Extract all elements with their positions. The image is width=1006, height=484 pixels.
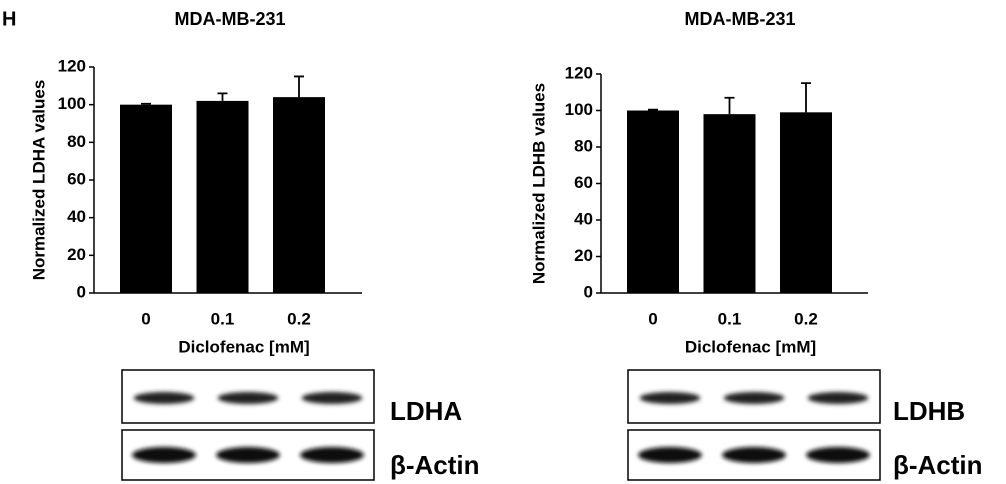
- bar: [120, 104, 172, 294]
- error-bar: [724, 96, 735, 115]
- x-axis-label: Diclofenac [mM]: [178, 337, 309, 356]
- blot-label: LDHA: [390, 396, 462, 426]
- y-tick-label: 100: [565, 100, 593, 119]
- x-axis-label: Diclofenac [mM]: [685, 337, 816, 356]
- x-tick-label: 0.2: [794, 309, 818, 328]
- y-tick-label: 0: [584, 282, 593, 301]
- blot-band: [807, 392, 869, 404]
- y-tick-label: 40: [67, 207, 86, 226]
- blot-band: [132, 447, 196, 463]
- blot-label: LDHB: [893, 396, 965, 426]
- blot-band: [638, 447, 702, 463]
- y-tick-label: 120: [565, 63, 593, 82]
- y-tick-label: 120: [58, 56, 86, 75]
- blot-frame: [627, 429, 881, 481]
- bar: [273, 97, 325, 293]
- blot-band: [133, 392, 195, 404]
- blot-band: [217, 392, 279, 404]
- y-tick-label: 0: [77, 282, 86, 301]
- bar: [703, 114, 756, 294]
- error-bar: [217, 92, 228, 101]
- blot-frame: [627, 369, 881, 424]
- x-tick-label: 0.1: [211, 309, 235, 328]
- blot-band: [723, 392, 785, 404]
- panel-label: H: [2, 8, 16, 30]
- blot-band: [722, 447, 786, 463]
- blot-frame: [121, 429, 375, 481]
- blot-band: [806, 447, 870, 463]
- y-axis-label: Normalized LDHA values: [29, 80, 48, 281]
- blot-band: [300, 447, 364, 463]
- y-tick-label: 20: [67, 245, 86, 264]
- blot-band: [216, 447, 280, 463]
- chart-title: MDA-MB-231: [174, 9, 285, 29]
- chart-title: MDA-MB-231: [684, 9, 795, 29]
- blot-label: β-Actin: [893, 450, 983, 480]
- y-tick-label: 80: [574, 136, 593, 155]
- x-tick-label: 0.1: [718, 309, 742, 328]
- y-tick-label: 40: [574, 209, 593, 228]
- y-tick-label: 100: [58, 94, 86, 113]
- blot-band: [301, 392, 363, 404]
- bar: [196, 100, 249, 294]
- bar: [627, 110, 679, 293]
- error-bar: [801, 82, 811, 113]
- blot-band: [639, 392, 701, 404]
- x-tick-label: 0: [141, 309, 150, 328]
- error-bar: [141, 102, 151, 105]
- y-tick-label: 60: [67, 169, 86, 188]
- x-tick-label: 0.2: [287, 309, 311, 328]
- x-tick-label: 0: [648, 309, 657, 328]
- y-tick-label: 80: [67, 132, 86, 151]
- blot-label: β-Actin: [390, 450, 480, 480]
- y-tick-label: 60: [574, 173, 593, 192]
- error-bar: [294, 75, 304, 98]
- y-tick-label: 20: [574, 246, 593, 265]
- blot-frame: [121, 369, 375, 424]
- error-bar: [648, 108, 658, 111]
- bar: [780, 112, 832, 293]
- y-axis-label: Normalized LDHB values: [529, 83, 548, 284]
